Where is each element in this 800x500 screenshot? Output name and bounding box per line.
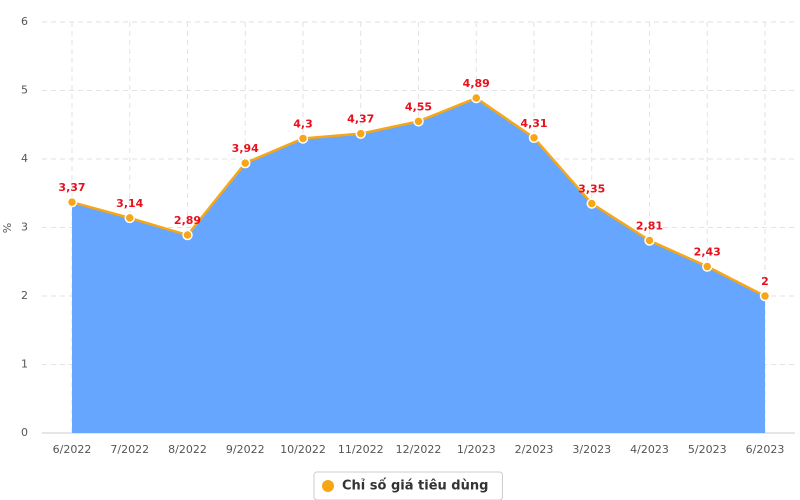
point: [355, 128, 366, 139]
x-tick-label: 2/2023: [515, 443, 554, 456]
legend-swatch: [322, 480, 334, 492]
point: [471, 92, 482, 104]
y-tick-label: 4: [21, 152, 28, 165]
x-tick-label: 10/2022: [280, 443, 326, 456]
legend-label: Chỉ số giá tiêu dùng: [342, 479, 488, 494]
value-label: 4,3: [293, 117, 313, 130]
x-tick-label: 12/2022: [396, 443, 442, 456]
area: [72, 98, 765, 433]
point: [124, 212, 135, 224]
point: [66, 196, 78, 208]
value-label: 2: [761, 275, 769, 288]
value-label: 2,89: [174, 214, 201, 227]
x-tick-label: 1/2023: [457, 443, 496, 456]
value-label: 3,14: [116, 197, 143, 210]
value-label: 2,81: [636, 220, 663, 233]
value-label: 4,55: [405, 100, 432, 113]
x-tick-label: 4/2023: [630, 443, 669, 456]
point: [413, 116, 424, 127]
value-label: 3,37: [58, 181, 85, 194]
value-label: 3,35: [578, 183, 605, 196]
x-tick-label: 6/2022: [53, 443, 92, 456]
y-tick-label: 3: [21, 221, 28, 234]
y-axis-label: %: [1, 223, 14, 233]
legend: Chỉ số giá tiêu dùng: [313, 471, 503, 500]
y-tick-label: 5: [21, 84, 28, 97]
point: [182, 229, 193, 241]
x-tick-label: 7/2022: [110, 443, 149, 456]
x-tick-label: 3/2023: [572, 443, 611, 456]
value-label: 4,31: [520, 117, 547, 130]
x-tick-label: 11/2022: [338, 443, 384, 456]
point: [702, 261, 713, 272]
point: [240, 157, 251, 169]
point: [644, 235, 655, 246]
y-tick-label: 0: [21, 426, 28, 439]
point: [297, 133, 309, 144]
value-label: 2,43: [694, 246, 721, 259]
legend-box: [313, 471, 503, 500]
y-tick-label: 6: [21, 15, 28, 28]
value-label: 3,94: [232, 142, 259, 155]
point: [528, 132, 540, 144]
point: [586, 198, 597, 209]
y-tick-label: 2: [21, 289, 28, 302]
value-label: 4,37: [347, 113, 374, 126]
point: [759, 290, 771, 302]
x-tick-label: 6/2023: [746, 443, 785, 456]
y-tick-label: 1: [21, 358, 28, 371]
x-tick-label: 8/2022: [168, 443, 207, 456]
x-tick-label: 5/2023: [688, 443, 727, 456]
value-label: 4,89: [463, 77, 490, 90]
x-tick-label: 9/2022: [226, 443, 265, 456]
